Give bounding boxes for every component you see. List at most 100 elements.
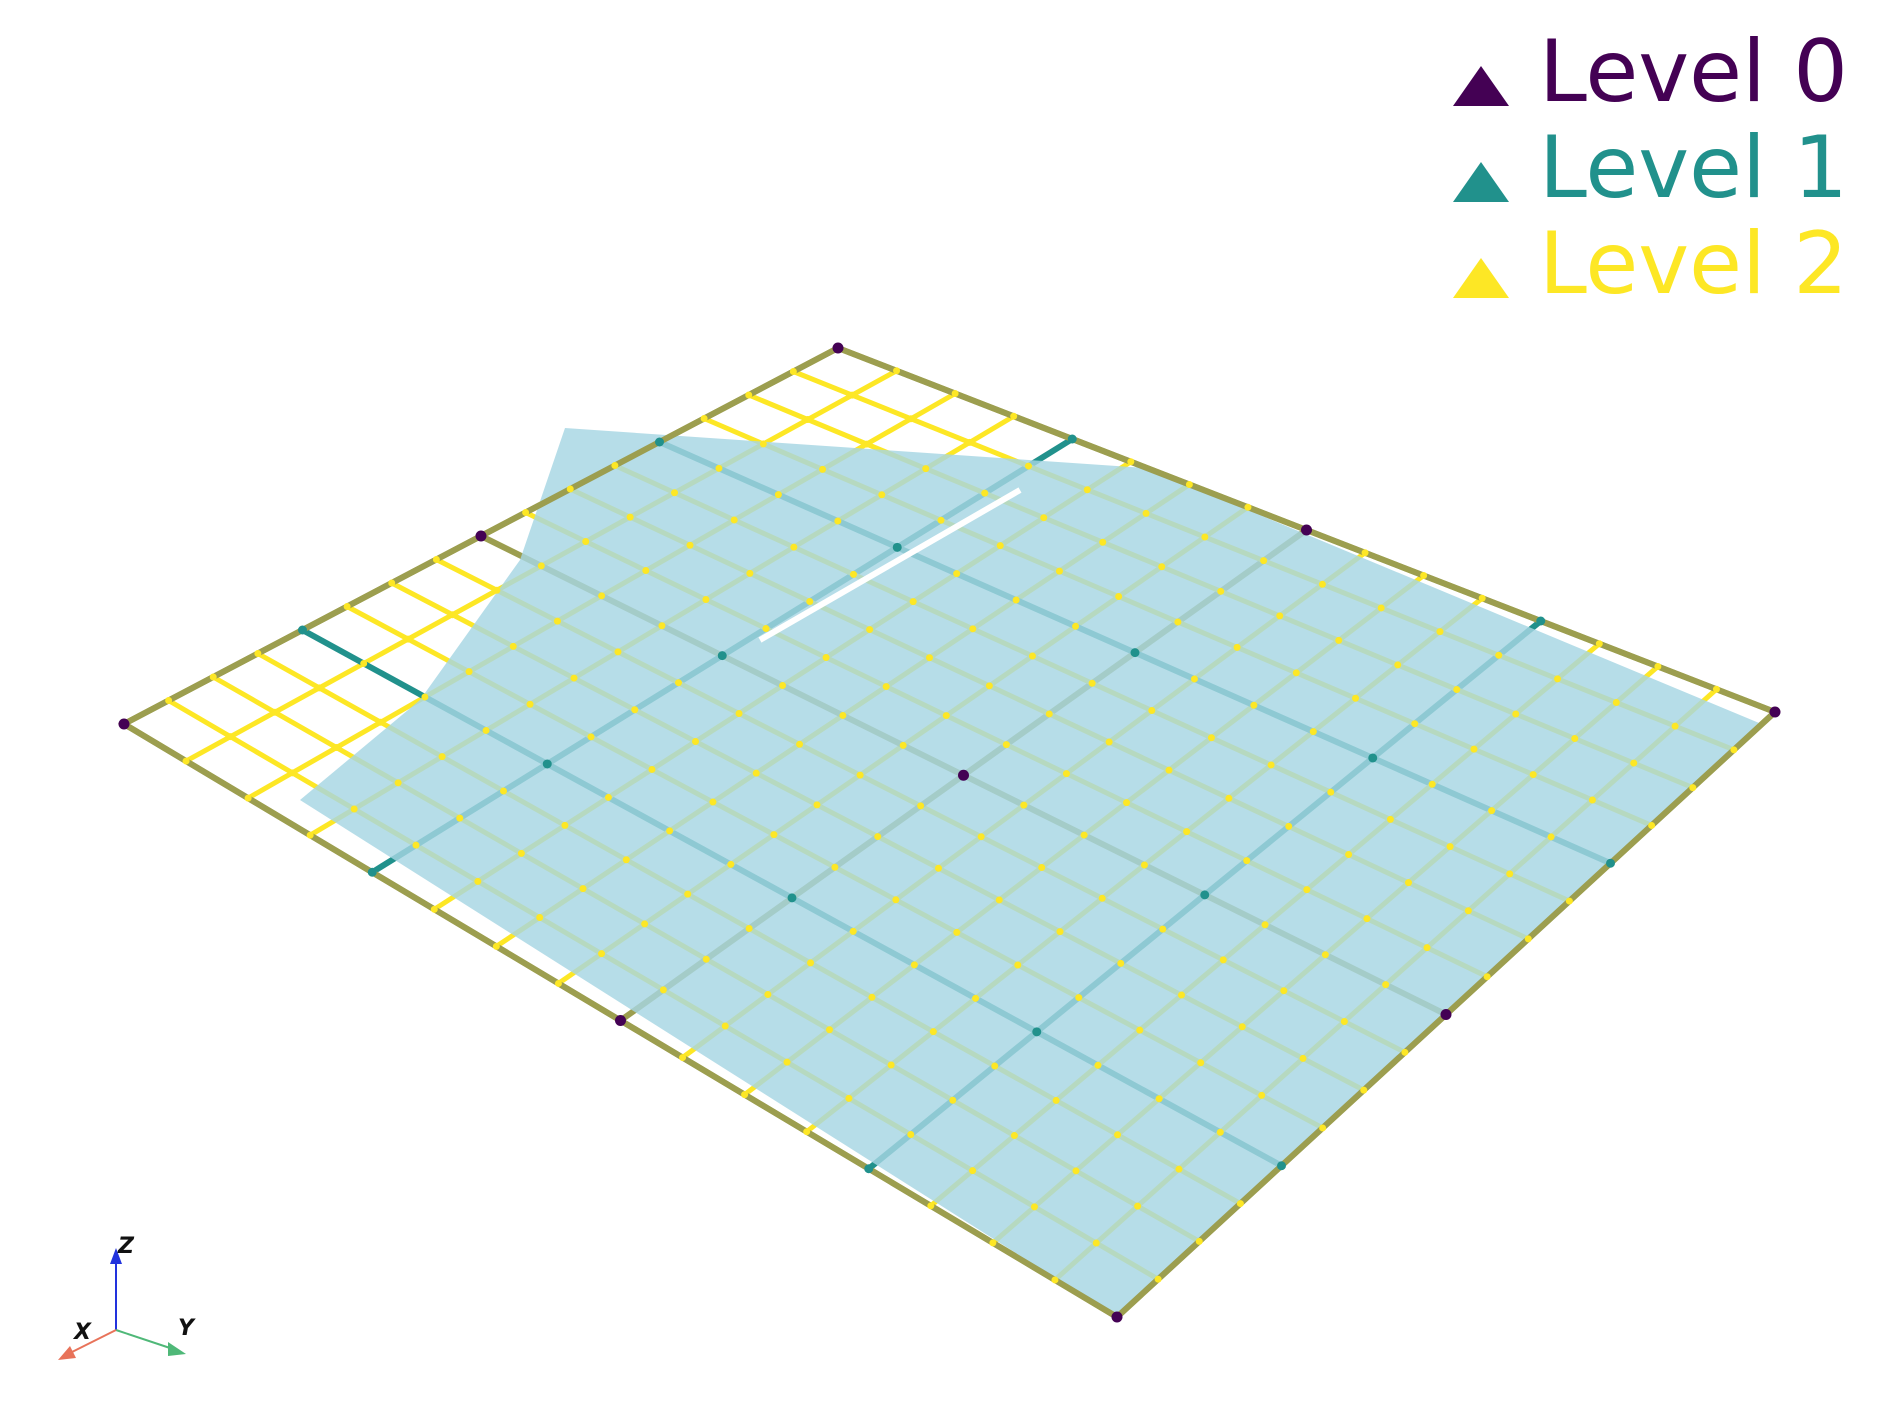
grid-node (1606, 858, 1615, 868)
grid-node (1453, 685, 1461, 693)
grid-node (298, 625, 307, 635)
grid-node (803, 1128, 811, 1136)
x-axis-label: X (74, 1320, 91, 1345)
grid-node (1446, 843, 1454, 851)
grid-node (796, 740, 804, 748)
grid-node (953, 570, 961, 578)
orientation-axes-widget: Z Y X (40, 1220, 220, 1370)
grid-node (1098, 894, 1106, 902)
grid-node (1225, 794, 1233, 802)
grid-node (1671, 722, 1679, 730)
grid-node (1411, 720, 1419, 728)
grid-node (388, 579, 396, 587)
grid-node (715, 464, 723, 472)
grid-node (1769, 706, 1781, 718)
grid-node (826, 1026, 833, 1034)
grid-node (1712, 685, 1720, 693)
grid-node (926, 654, 933, 662)
grid-node (1361, 549, 1369, 557)
triangle-icon (1452, 162, 1509, 202)
grid-node (1299, 1054, 1307, 1062)
grid-node (1394, 661, 1402, 669)
grid-node (1303, 886, 1311, 894)
grid-node (807, 959, 815, 967)
grid-node (360, 659, 368, 667)
grid-node (288, 769, 296, 777)
grid-node (1318, 580, 1326, 588)
grid-node (1062, 770, 1070, 778)
grid-node (1002, 741, 1010, 749)
triangle-icon (1452, 258, 1509, 298)
grid-node (1219, 956, 1227, 964)
grid-node (1201, 533, 1209, 541)
grid-node (834, 517, 842, 525)
grid-node (611, 462, 619, 469)
grid-node (942, 712, 950, 720)
grid-node (631, 706, 639, 714)
grid-node (1260, 557, 1268, 565)
grid-node (1285, 822, 1293, 830)
grid-node (522, 509, 530, 516)
grid-node (1030, 1203, 1038, 1211)
grid-node (482, 726, 490, 734)
grid-node (1123, 799, 1131, 807)
grid-node (1292, 669, 1300, 677)
grid-node (1178, 991, 1185, 999)
grid-node (1185, 481, 1193, 488)
grid-node (1083, 486, 1091, 494)
grid-node (1405, 879, 1412, 887)
grid-node (1382, 981, 1390, 989)
grid-node (1436, 628, 1444, 636)
grid-node (746, 569, 754, 577)
grid-node (209, 673, 217, 681)
grid-node (1377, 604, 1385, 612)
grid-node (951, 390, 959, 397)
grid-node (1111, 1311, 1123, 1323)
grid-node (893, 367, 901, 375)
grid-node (1075, 994, 1083, 1002)
grid-node (1554, 675, 1562, 683)
grid-node (1092, 1239, 1100, 1247)
grid-node (958, 769, 969, 781)
legend-item-level-1: Level 1 (1452, 120, 1848, 216)
grid-node (430, 905, 438, 913)
grid-node (1536, 616, 1546, 626)
grid-node (977, 833, 985, 841)
grid-node (1115, 593, 1123, 601)
grid-node (1197, 1059, 1205, 1067)
grid-node (1020, 801, 1028, 809)
grid-node (1309, 728, 1317, 736)
grid-node (1565, 897, 1573, 905)
grid-node (856, 771, 864, 779)
grid-node (991, 1062, 999, 1070)
grid-node (887, 1061, 895, 1069)
grid-node (1571, 735, 1579, 743)
grid-node (910, 961, 918, 969)
legend-label: Level 0 (1538, 22, 1848, 122)
grid-node (1345, 851, 1353, 859)
grid-node (966, 438, 974, 446)
grid-node (1136, 1026, 1144, 1034)
grid-node (727, 860, 735, 868)
grid-node (1010, 412, 1018, 420)
z-axis-label: Z (118, 1234, 134, 1259)
grid-node (935, 864, 942, 872)
grid-node (1117, 959, 1125, 967)
grid-node (1327, 788, 1335, 796)
grid-node (1730, 746, 1738, 754)
grid-node (762, 625, 770, 633)
grid-node (465, 668, 473, 676)
legend: Level 0 Level 1 Level 2 (1452, 22, 1848, 312)
grid-node (892, 896, 900, 904)
grid-node (806, 597, 814, 605)
grid-node (553, 617, 561, 625)
grid-node (1261, 921, 1269, 929)
grid-node (615, 1015, 626, 1026)
grid-node (333, 744, 340, 752)
grid-node (1207, 734, 1215, 742)
grid-node (1200, 890, 1210, 900)
grid-node (343, 603, 351, 610)
grid-node (1055, 567, 1063, 575)
grid-node (655, 437, 664, 447)
